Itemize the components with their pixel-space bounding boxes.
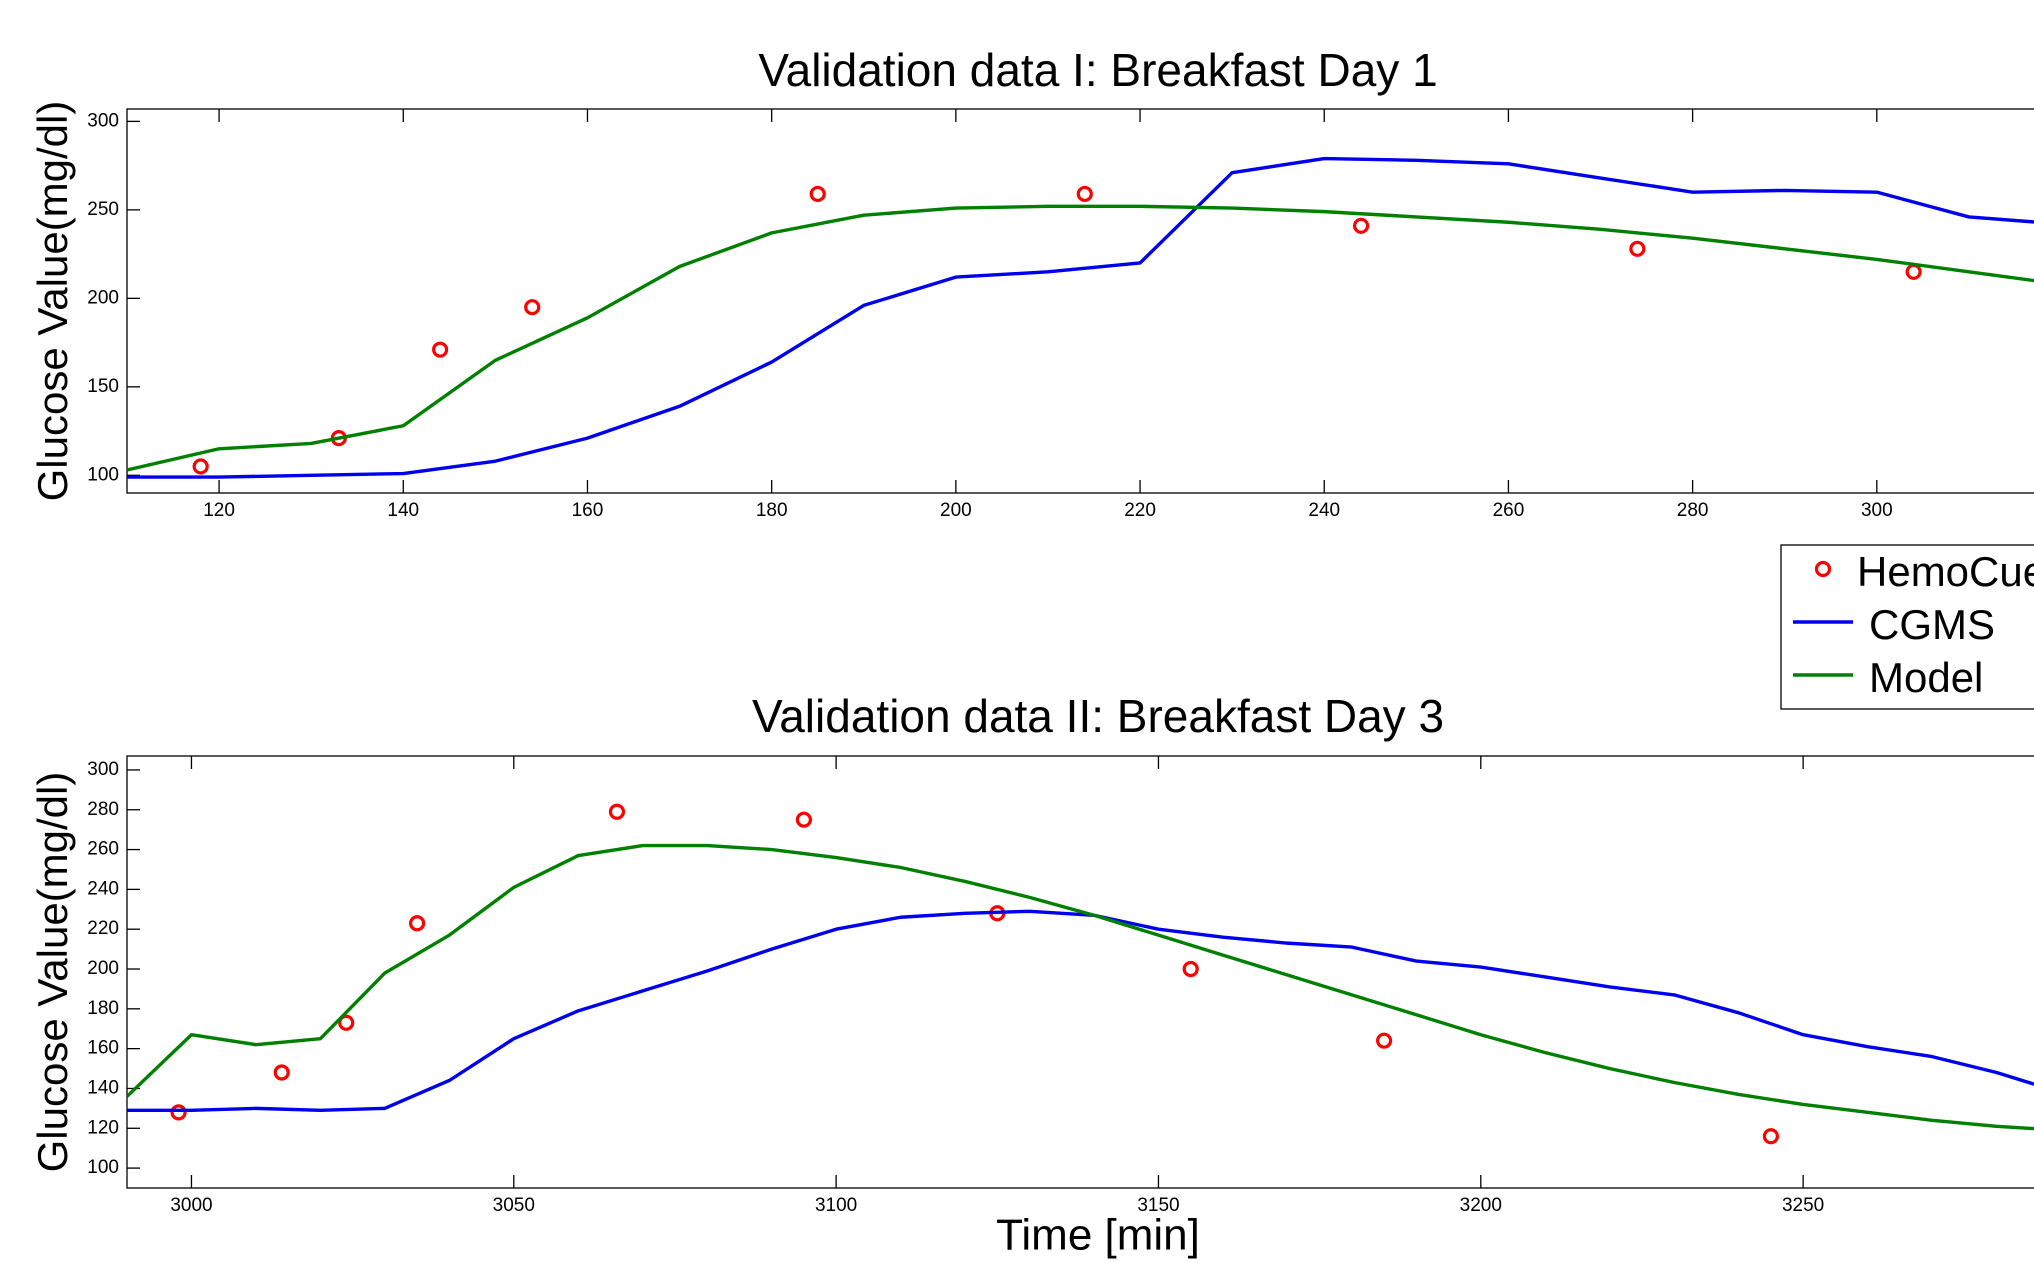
chart-title: Validation data II: Breakfast Day 3 — [752, 690, 1444, 742]
data-point — [1076, 185, 1093, 203]
x-tick-label: 300 — [1861, 500, 1893, 521]
data-line — [127, 909, 2034, 1113]
y-tick-label: 260 — [87, 839, 119, 860]
y-tick-label: 140 — [87, 1077, 119, 1098]
y-tick-label: 280 — [87, 799, 119, 820]
plot-area — [127, 156, 2034, 479]
y-tick-label: 250 — [87, 199, 119, 220]
x-tick-label: 260 — [1493, 500, 1525, 521]
x-tick-label: 120 — [203, 500, 235, 521]
x-tick-label: 3150 — [1137, 1195, 1179, 1216]
data-point — [409, 915, 426, 932]
legend-label: CGMS — [1869, 601, 1995, 648]
legend-label: Model — [1869, 654, 1983, 701]
x-tick-label: 3250 — [1782, 1195, 1824, 1216]
chart-title: Validation data I: Breakfast Day 1 — [758, 44, 1437, 96]
data-point — [432, 341, 449, 358]
x-tick-label: 240 — [1308, 500, 1340, 521]
data-line — [127, 843, 2034, 1131]
y-tick-label: 150 — [87, 376, 119, 397]
x-tick-label: 180 — [756, 500, 788, 521]
y-tick-label: 240 — [87, 878, 119, 899]
y-tick-label: 300 — [87, 110, 119, 131]
x-tick-label: 280 — [1677, 500, 1709, 521]
y-axis-label: Glucose Value(mg/dl) — [29, 772, 76, 1173]
data-point — [1762, 1128, 1780, 1145]
y-tick-label: 100 — [87, 1157, 119, 1178]
data-point — [273, 1064, 290, 1081]
data-point — [795, 811, 813, 828]
data-point — [1352, 217, 1370, 234]
x-tick-label: 140 — [387, 500, 419, 521]
y-tick-label: 100 — [87, 464, 119, 485]
y-tick-label: 200 — [87, 287, 119, 308]
data-point — [170, 1104, 187, 1121]
data-point — [608, 803, 626, 820]
legend-box — [1780, 544, 2034, 710]
data-point — [338, 1014, 355, 1031]
data-point — [1629, 240, 1646, 257]
x-tick-label: 220 — [1124, 500, 1156, 521]
data-point — [1182, 960, 1199, 978]
y-tick-label: 160 — [87, 1038, 119, 1059]
data-point — [1905, 263, 1922, 280]
legend-label: HemoCue — [1857, 548, 2034, 595]
x-tick-label: 3050 — [493, 1195, 535, 1216]
plot-frame — [126, 755, 2034, 1189]
data-line — [127, 156, 2034, 479]
x-tick-label: 3100 — [815, 1195, 857, 1216]
data-point — [809, 185, 826, 203]
legend-marker — [1814, 560, 1832, 578]
y-axis-label: Glucose Value(mg/dl) — [29, 101, 76, 502]
y-tick-label: 300 — [87, 759, 119, 780]
x-axis-label: Time [min] — [996, 1211, 1200, 1260]
x-tick-label: 200 — [940, 500, 972, 521]
data-point — [524, 299, 541, 316]
y-tick-label: 220 — [87, 918, 119, 939]
y-tick-label: 200 — [87, 958, 119, 979]
y-tick-label: 120 — [87, 1117, 119, 1138]
data-point — [1375, 1032, 1393, 1049]
data-line — [127, 204, 2034, 472]
x-tick-label: 160 — [572, 500, 604, 521]
data-point — [192, 458, 209, 475]
plot-area — [127, 803, 2034, 1145]
x-tick-label: 3000 — [170, 1195, 212, 1216]
x-tick-label: 3200 — [1460, 1195, 1502, 1216]
plot-frame — [126, 108, 2034, 494]
y-tick-label: 180 — [87, 998, 119, 1019]
